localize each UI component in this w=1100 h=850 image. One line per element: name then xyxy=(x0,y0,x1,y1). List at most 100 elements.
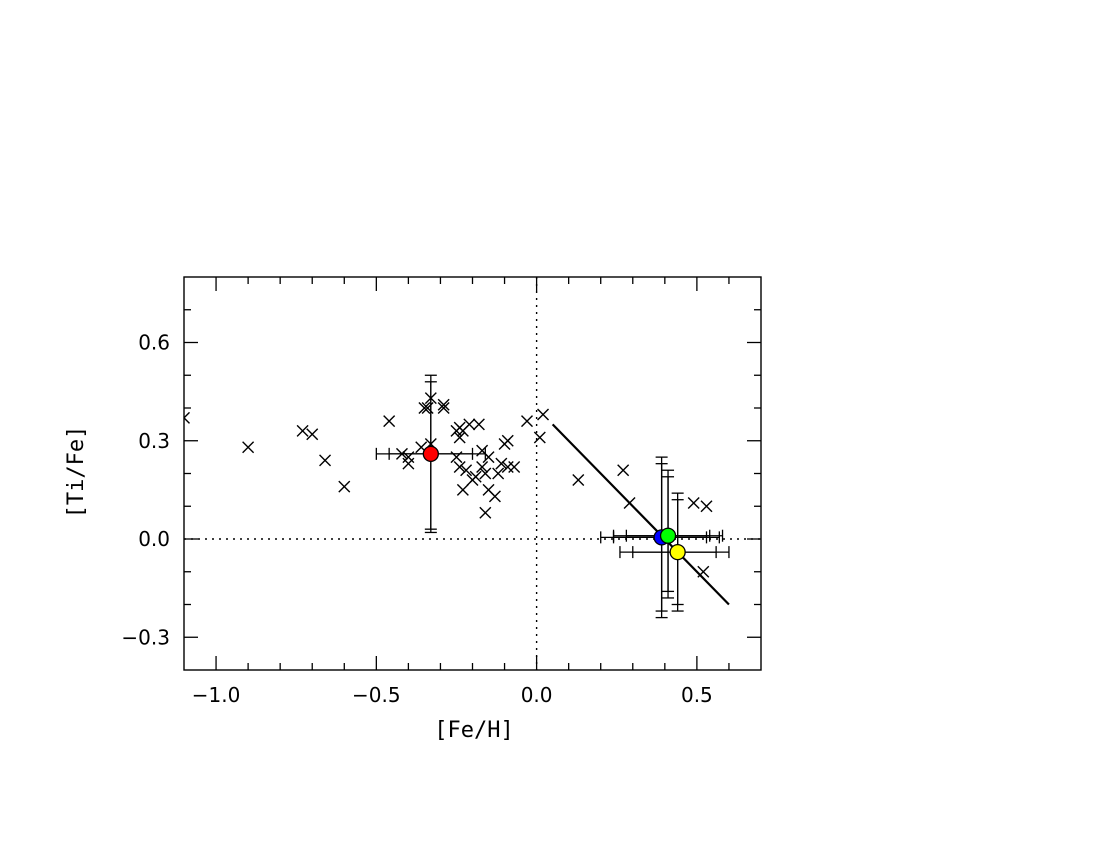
cross-point xyxy=(617,464,630,477)
cross-stroke xyxy=(479,467,492,480)
cross-stroke xyxy=(476,460,489,473)
cross-stroke xyxy=(617,464,630,477)
highlight-point xyxy=(659,527,677,544)
cross-point xyxy=(469,470,482,483)
cross-stroke xyxy=(421,402,434,414)
cross-point xyxy=(476,460,489,473)
cross-stroke xyxy=(450,451,463,464)
highlight-markers xyxy=(422,445,686,561)
cross-stroke xyxy=(453,460,466,473)
cross-point xyxy=(479,467,492,480)
cross-stroke xyxy=(395,447,408,460)
cross-point xyxy=(421,402,434,414)
cross-point xyxy=(453,431,466,444)
cross-point xyxy=(383,415,396,428)
cross-point xyxy=(183,411,190,424)
y-tick-label: 0.3 xyxy=(138,429,170,453)
cross-point xyxy=(482,451,495,464)
cross-point xyxy=(395,447,408,460)
cross-stroke xyxy=(183,417,190,424)
cross-point xyxy=(533,431,546,444)
x-axis-title: [Fe/H] xyxy=(434,718,513,743)
cross-stroke xyxy=(306,428,319,441)
cross-point xyxy=(508,460,521,473)
cross-stroke xyxy=(418,402,431,414)
cross-stroke xyxy=(437,402,450,414)
cross-point xyxy=(402,457,415,470)
cross-stroke xyxy=(183,411,190,419)
cross-stroke xyxy=(520,415,533,428)
cross-stroke xyxy=(479,506,492,519)
cross-point xyxy=(296,424,309,437)
cross-point xyxy=(687,496,700,509)
cross-stroke xyxy=(472,418,485,431)
cross-stroke xyxy=(495,457,508,470)
cross-point xyxy=(424,392,437,405)
x-tick-label: 0.5 xyxy=(681,683,713,707)
cross-stroke xyxy=(572,474,585,487)
cross-point xyxy=(479,506,492,519)
highlight-point xyxy=(669,543,686,561)
cross-stroke xyxy=(319,454,332,467)
cross-point xyxy=(460,464,473,477)
cross-stroke xyxy=(437,398,450,411)
cross-point xyxy=(453,460,466,473)
cross-stroke xyxy=(242,441,255,454)
cross-point xyxy=(492,467,505,480)
x-tick-label: −1.0 xyxy=(192,683,241,707)
cross-stroke xyxy=(424,392,437,405)
cross-point xyxy=(437,402,450,414)
cross-point xyxy=(418,402,431,414)
cross-point xyxy=(572,474,585,487)
cross-markers xyxy=(183,392,713,578)
cross-stroke xyxy=(415,441,428,454)
cross-point xyxy=(520,415,533,428)
cross-stroke xyxy=(700,500,713,513)
error-bars xyxy=(375,374,730,619)
highlight-point xyxy=(422,445,439,463)
cross-stroke xyxy=(508,460,521,473)
fit-line xyxy=(551,423,730,606)
cross-point xyxy=(242,441,255,454)
cross-point xyxy=(450,451,463,464)
cross-point xyxy=(338,480,351,493)
x-tick-label: 0.0 xyxy=(521,683,553,707)
cross-point xyxy=(472,418,485,431)
cross-stroke xyxy=(296,424,309,437)
cross-point xyxy=(306,428,319,441)
cross-stroke xyxy=(453,431,466,444)
cross-stroke xyxy=(482,451,495,464)
cross-point xyxy=(697,565,710,578)
cross-stroke xyxy=(383,415,396,428)
cross-point xyxy=(463,418,476,431)
cross-stroke xyxy=(402,457,415,470)
cross-stroke xyxy=(697,565,710,578)
cross-stroke xyxy=(488,490,501,503)
axis-ticks xyxy=(184,277,761,670)
cross-point xyxy=(456,483,469,496)
cross-stroke xyxy=(456,483,469,496)
cross-stroke xyxy=(498,438,511,451)
y-tick-label: 0.0 xyxy=(138,527,170,551)
cross-point xyxy=(700,500,713,513)
cross-point xyxy=(498,438,511,451)
x-tick-label: −0.5 xyxy=(352,683,401,707)
cross-stroke xyxy=(476,444,489,457)
cross-stroke xyxy=(537,408,550,421)
cross-point xyxy=(437,398,450,411)
fit-line-group xyxy=(551,423,730,606)
reference-lines xyxy=(184,277,761,670)
tick-labels: −1.0 −0.5 0.0 0.5 −0.3 0.0 0.3 0.6 xyxy=(121,331,712,708)
y-axis-title: [Ti/Fe] xyxy=(64,426,89,519)
cross-point xyxy=(495,457,508,470)
cross-point xyxy=(623,496,636,509)
cross-stroke xyxy=(687,496,700,509)
y-tick-label: 0.6 xyxy=(138,331,170,355)
cross-stroke xyxy=(492,467,505,480)
cross-stroke xyxy=(338,480,351,493)
cross-stroke xyxy=(623,496,636,509)
cross-stroke xyxy=(460,464,473,477)
cross-stroke xyxy=(463,418,476,431)
cross-point xyxy=(488,490,501,503)
